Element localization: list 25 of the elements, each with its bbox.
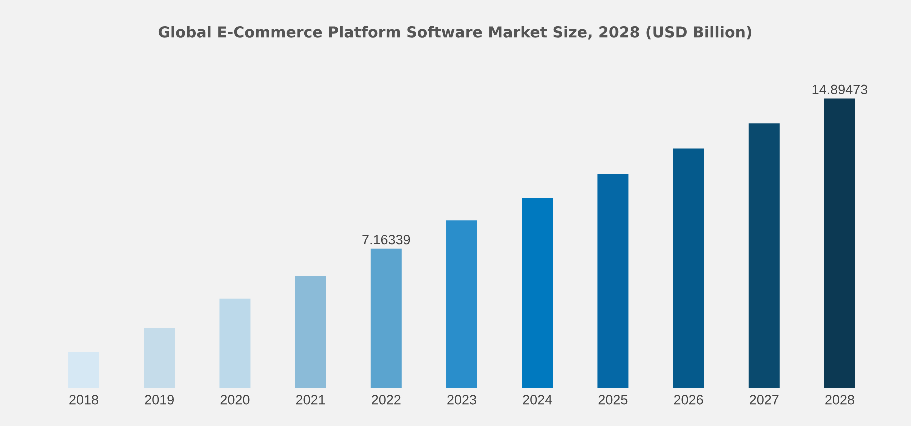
bar [748,124,780,388]
bar [824,98,856,388]
x-tick-label: 2022 [372,395,401,405]
bar [522,198,554,388]
x-tick-label: 2025 [598,395,628,405]
x-tick-label: 2027 [750,395,779,405]
bar [68,352,100,388]
x-tick-label: 2020 [220,395,250,405]
x-tick-label: 2023 [448,395,476,405]
x-tick-label: 2024 [523,395,552,405]
bar [144,328,176,388]
chart-title: Global E-Commerce Platform Software Market Size, 2028 (USD Billion) [158,26,752,40]
x-tick-label: 2028 [826,395,854,405]
bar [295,276,326,388]
x-tick-label: 2019 [145,395,174,405]
bar [220,298,251,388]
data-label: 7.16339 [362,235,410,245]
data-label: 14.89473 [812,84,868,94]
x-tick-label: 2021 [296,395,326,405]
bar [446,220,478,388]
bar [370,248,402,388]
x-tick-label: 2018 [70,395,98,405]
x-tick-label: 2026 [674,395,704,405]
bar [673,148,704,388]
bar [598,174,629,388]
